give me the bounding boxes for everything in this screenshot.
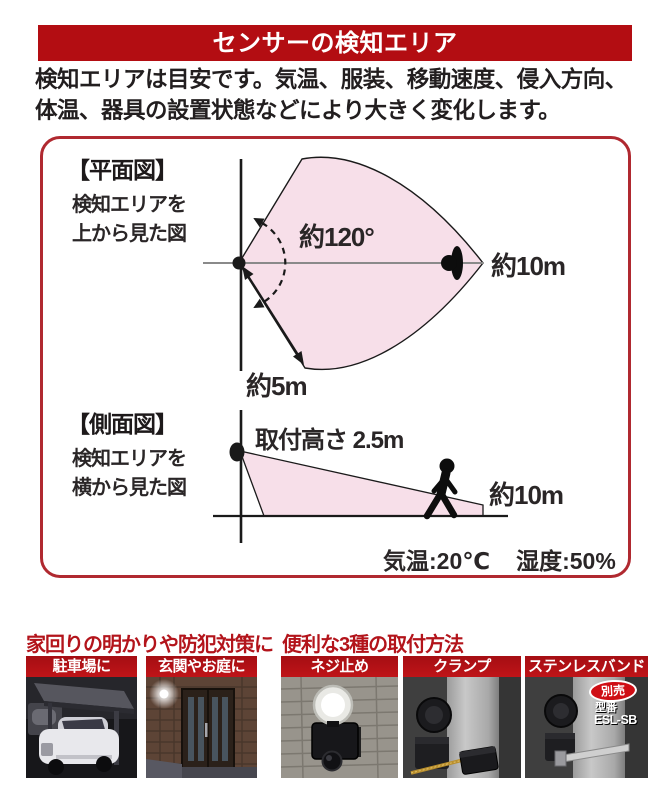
plan-view-graphic [203,156,484,371]
section-title-banner: センサーの検知エリア [38,25,632,61]
detection-area-diagram [203,156,508,543]
panel-header-screw: ネジ止め [281,656,398,677]
usage-panel-parking: 駐車場に [26,656,137,778]
side-view-heading: 【側面図】 [67,411,178,437]
test-conditions: 気温:20℃ 湿度:50% [383,542,616,576]
mounting-section-title: 便利な3種の取付方法 [282,634,464,656]
sensor-dot-side [229,442,245,462]
entrance-photo [146,677,257,778]
mounting-panel-clamp: クランプ [403,656,521,778]
plan-angle-label: 約120° [299,222,375,252]
model-number: ESL-SB [594,713,637,727]
detection-area-box: 【平面図】 検知エリアを 上から見た図 約120° 約10m 約5m 【側面図】… [40,136,631,578]
model-caption: 型番 [595,702,617,714]
panel-header-entrance: 玄関やお庭に [146,656,257,677]
humidity-value: 湿度:50% [516,548,616,574]
screw-mount-photo [281,677,398,778]
mounting-panel-band: ステンレスバンド [525,656,648,778]
mounting-panel-screw: ネジ止め [281,656,398,778]
mount-height-label: 取付高さ 2.5m [255,427,404,454]
person-side-view-icon [423,458,458,520]
section-title: センサーの検知エリア [212,30,458,57]
plan-range-label: 約10m [491,251,566,281]
usage-panel-entrance: 玄関やお庭に [146,656,257,778]
band-photo: 別売 型番 ESL-SB [525,677,648,778]
side-view-graphic [213,410,508,543]
intro-line-2: 体温、器具の設置状態などにより大きく変化します。 [35,98,561,123]
intro-paragraph: 検知エリアは目安です。気温、服装、移動速度、侵入方向、 体温、器具の設置状態など… [35,64,643,126]
usage-section-title: 家回りの明かりや防犯対策に [26,634,274,656]
clamp-illustration [410,697,499,775]
panel-header-clamp: クランプ [403,656,521,677]
plan-view-heading: 【平面図】 [67,157,178,183]
side-range-label: 約10m [489,480,564,510]
person-top-view-icon [441,246,463,280]
panel-header-parking: 駐車場に [26,656,137,677]
sensor-light-illustration [311,684,361,772]
clamp-photo [403,677,521,778]
plan-width-label: 約5m [246,371,308,401]
plan-view-desc: 検知エリアを 上から見た図 [72,194,187,245]
panel-header-band: ステンレスバンド [525,656,648,677]
intro-line-1: 検知エリアは目安です。気温、服装、移動速度、侵入方向、 [35,67,627,92]
side-view-desc: 検知エリアを 横から見た図 [72,448,187,499]
band-illustration [544,694,630,767]
car-illustration [39,717,119,775]
temperature-value: 気温:20℃ [383,548,491,574]
parking-photo [26,677,137,778]
